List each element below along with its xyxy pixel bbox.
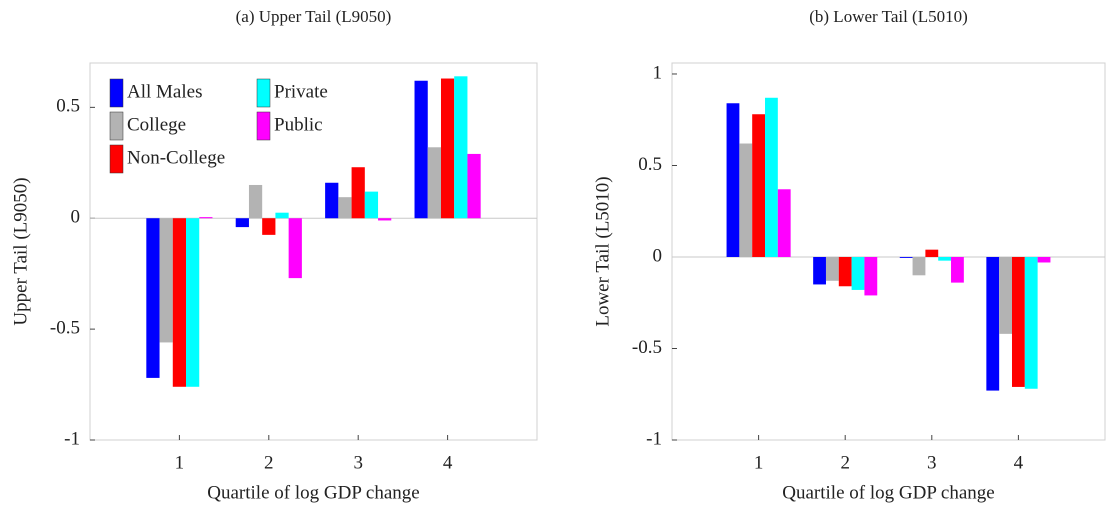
y-tick-label: -0.5 (50, 317, 80, 338)
bar (378, 218, 392, 221)
bar (440, 78, 455, 219)
bar (146, 218, 160, 378)
bar (248, 184, 263, 219)
x-axis-label: Quartile of log GDP change (207, 482, 419, 503)
x-axis-label: Quartile of log GDP change (782, 482, 994, 503)
bar (338, 197, 352, 219)
bar (912, 256, 926, 276)
bar (864, 256, 878, 296)
bar (938, 256, 952, 261)
legend-swatch (256, 111, 271, 141)
y-tick-label: 0 (71, 207, 81, 228)
bar (288, 218, 302, 279)
bar (825, 256, 839, 281)
bar (726, 103, 740, 257)
y-tick-label: -0.5 (632, 337, 662, 358)
bar (186, 218, 200, 387)
bar (364, 191, 379, 219)
chart-title: (a) Upper Tail (L9050) (236, 7, 392, 26)
bar (325, 182, 339, 219)
bar (414, 80, 428, 219)
bar (765, 97, 778, 257)
bar (1024, 256, 1038, 389)
x-tick-label: 2 (264, 452, 274, 473)
plot-area (671, 62, 1106, 441)
x-tick-label: 4 (443, 452, 453, 473)
legend-label: Public (274, 114, 323, 135)
y-tick-label: 0.5 (638, 154, 662, 175)
bar (986, 256, 1000, 391)
bar (159, 218, 173, 343)
bar (454, 76, 468, 219)
bar (427, 147, 441, 219)
bar (1037, 256, 1051, 263)
bar (899, 256, 913, 258)
x-tick-label: 1 (754, 452, 764, 473)
bar (275, 212, 289, 219)
bar (739, 143, 753, 257)
bar (838, 256, 852, 287)
legend-swatch (256, 78, 271, 108)
bar (925, 249, 939, 257)
legend-label: Non-College (127, 147, 225, 168)
y-axis-label: Lower Tail (L5010) (592, 176, 613, 326)
bar (235, 218, 249, 228)
y-tick-label: 1 (653, 62, 663, 83)
y-axis-label: Upper Tail (L9050) (10, 177, 31, 325)
chart-title: (b) Lower Tail (L5010) (809, 7, 968, 26)
bar (777, 189, 791, 257)
legend-swatch (109, 144, 124, 174)
legend-swatch (109, 111, 124, 141)
bar (467, 153, 481, 219)
y-tick-label: 0 (653, 245, 663, 266)
bar (199, 217, 213, 219)
bar (752, 114, 766, 257)
plot-area (89, 62, 538, 441)
legend-label: Private (274, 81, 328, 102)
bar (813, 256, 826, 285)
bar (172, 218, 187, 387)
x-tick-label: 2 (840, 452, 850, 473)
bar (851, 256, 865, 290)
bar (951, 256, 964, 283)
bar (999, 256, 1012, 334)
legend-label: College (127, 114, 186, 135)
legend-swatch (109, 78, 124, 108)
x-tick-label: 1 (175, 452, 185, 473)
bar (351, 167, 365, 219)
bar (1011, 256, 1025, 387)
y-tick-label: -1 (64, 428, 80, 449)
y-tick-label: -1 (646, 428, 662, 449)
legend-label: All Males (127, 81, 202, 102)
y-tick-label: 0.5 (56, 96, 80, 117)
x-tick-label: 4 (1014, 452, 1024, 473)
bar (262, 218, 276, 235)
x-tick-label: 3 (353, 452, 363, 473)
x-tick-label: 3 (927, 452, 937, 473)
